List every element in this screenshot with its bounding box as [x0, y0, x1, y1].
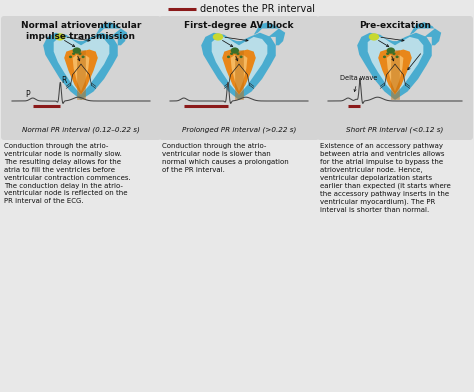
Polygon shape — [410, 22, 437, 35]
Ellipse shape — [73, 47, 81, 54]
Polygon shape — [201, 33, 276, 100]
FancyBboxPatch shape — [317, 16, 473, 140]
Ellipse shape — [227, 56, 230, 58]
Text: Pre-excitation: Pre-excitation — [359, 21, 431, 30]
Text: Conduction through the atrio-
ventricular node is slower than
normal which cause: Conduction through the atrio- ventricula… — [162, 143, 289, 173]
Ellipse shape — [369, 33, 379, 41]
Ellipse shape — [237, 53, 239, 55]
Polygon shape — [378, 49, 412, 94]
Polygon shape — [110, 29, 127, 45]
Ellipse shape — [392, 53, 395, 55]
Ellipse shape — [82, 56, 85, 58]
Text: denotes the PR interval: denotes the PR interval — [200, 4, 315, 14]
Ellipse shape — [69, 56, 72, 58]
Ellipse shape — [213, 33, 223, 41]
Polygon shape — [368, 37, 423, 94]
Text: Delta wave: Delta wave — [339, 75, 377, 92]
Ellipse shape — [239, 56, 243, 58]
Polygon shape — [212, 37, 267, 94]
Ellipse shape — [386, 53, 389, 55]
Text: Short PR interval (<0.12 s): Short PR interval (<0.12 s) — [346, 126, 444, 133]
Polygon shape — [64, 49, 98, 94]
Polygon shape — [357, 33, 432, 100]
Ellipse shape — [230, 47, 239, 54]
Polygon shape — [268, 29, 285, 45]
Text: R: R — [61, 76, 67, 85]
Text: Normal PR interval (0.12–0.22 s): Normal PR interval (0.12–0.22 s) — [22, 126, 140, 133]
Polygon shape — [254, 22, 281, 35]
Polygon shape — [43, 33, 118, 100]
Text: P: P — [25, 89, 30, 98]
Text: Prolonged PR interval (>0.22 s): Prolonged PR interval (>0.22 s) — [182, 126, 296, 133]
Text: Existence of an accessory pathway
between atria and ventricles allows
for the at: Existence of an accessory pathway betwee… — [320, 143, 451, 213]
Polygon shape — [387, 55, 403, 91]
Ellipse shape — [230, 53, 233, 55]
Ellipse shape — [395, 56, 399, 58]
Ellipse shape — [55, 33, 65, 41]
Ellipse shape — [72, 53, 75, 55]
Polygon shape — [222, 49, 256, 94]
Ellipse shape — [383, 56, 386, 58]
Ellipse shape — [387, 47, 395, 54]
Polygon shape — [230, 55, 247, 91]
Text: Conduction through the atrio-
ventricular node is normally slow.
The resulting d: Conduction through the atrio- ventricula… — [4, 143, 131, 204]
Ellipse shape — [78, 53, 82, 55]
Polygon shape — [96, 22, 123, 35]
Polygon shape — [54, 37, 109, 94]
FancyBboxPatch shape — [159, 16, 319, 140]
Polygon shape — [73, 55, 90, 91]
Text: Normal atrioventricular
impulse transmission: Normal atrioventricular impulse transmis… — [21, 21, 141, 41]
FancyBboxPatch shape — [1, 16, 161, 140]
Text: First-degree AV block: First-degree AV block — [184, 21, 294, 30]
Polygon shape — [424, 29, 441, 45]
